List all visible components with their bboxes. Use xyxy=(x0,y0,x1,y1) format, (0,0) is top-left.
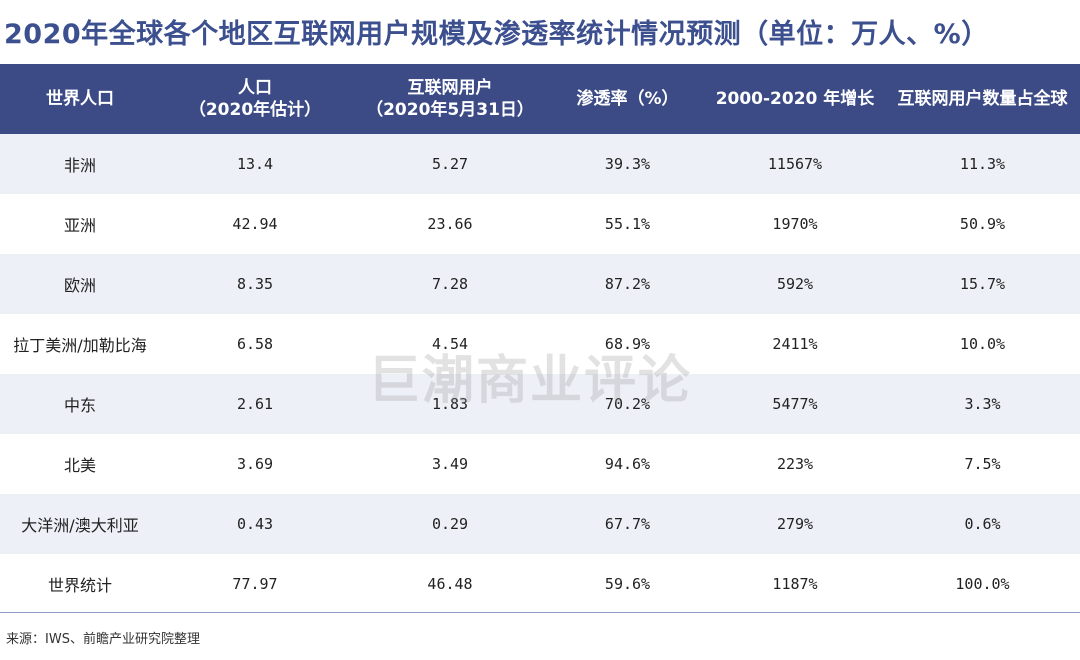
cell-region: 亚洲 xyxy=(63,216,96,235)
cell-population: 0.43 xyxy=(236,515,274,533)
cell-share: 11.3% xyxy=(959,155,1006,173)
table-row: 欧洲 8.35 7.28 87.2% 592% 15.7% xyxy=(0,254,1080,314)
cell-population: 13.4 xyxy=(236,155,274,173)
header-region: 世界人口 xyxy=(0,64,160,134)
cell-users: 5.27 xyxy=(431,155,469,173)
cell-share: 100.0% xyxy=(955,575,1010,593)
cell-region: 中东 xyxy=(63,396,96,415)
footer-divider xyxy=(0,612,1080,613)
page-title: 2020年全球各个地区互联网用户规模及渗透率统计情况预测（单位：万人、%） xyxy=(4,19,989,50)
header-users: 互联网用户 （2020年5月31日） xyxy=(350,64,550,134)
cell-share: 0.6% xyxy=(964,515,1001,533)
header-share: 互联网用户数量占全球 xyxy=(885,64,1080,134)
cell-region: 拉丁美洲/加勒比海 xyxy=(13,336,147,355)
cell-growth: 223% xyxy=(776,455,814,473)
cell-growth: 1970% xyxy=(772,215,818,233)
cell-users: 1.83 xyxy=(431,395,469,413)
cell-region: 非洲 xyxy=(63,156,96,175)
table-row: 亚洲 42.94 23.66 55.1% 1970% 50.9% xyxy=(0,194,1080,254)
table-row: 中东 2.61 1.83 70.2% 5477% 3.3% xyxy=(0,374,1080,434)
cell-penetration: 70.2% xyxy=(604,395,651,413)
cell-growth: 592% xyxy=(776,275,814,293)
table-header-row: 世界人口 人口 （2020年估计） 互联网用户 （2020年5月31日） 渗透率… xyxy=(0,64,1080,134)
cell-penetration: 87.2% xyxy=(604,275,651,293)
cell-users: 7.28 xyxy=(431,275,469,293)
cell-users: 23.66 xyxy=(427,215,473,233)
source-note: 来源：IWS、前瞻产业研究院整理 xyxy=(6,632,200,647)
table-row: 北美 3.69 3.49 94.6% 223% 7.5% xyxy=(0,434,1080,494)
cell-region: 世界统计 xyxy=(47,576,112,595)
cell-growth: 11567% xyxy=(767,155,823,173)
table-row: 拉丁美洲/加勒比海 6.58 4.54 68.9% 2411% 10.0% xyxy=(0,314,1080,374)
header-population-label: 人口 xyxy=(238,78,272,98)
cell-share: 7.5% xyxy=(964,455,1001,473)
header-users-sub: （2020年5月31日） xyxy=(366,100,534,120)
header-penetration: 渗透率（%） xyxy=(550,64,705,134)
cell-growth: 279% xyxy=(776,515,814,533)
header-population-sub: （2020年估计） xyxy=(188,100,322,120)
cell-population: 2.61 xyxy=(236,395,274,413)
header-population: 人口 （2020年估计） xyxy=(160,64,350,134)
header-growth: 2000-2020 年增长 xyxy=(705,64,885,134)
cell-users: 46.48 xyxy=(427,575,473,593)
cell-share: 15.7% xyxy=(959,275,1006,293)
table-row: 非洲 13.4 5.27 39.3% 11567% 11.3% xyxy=(0,134,1080,194)
cell-population: 6.58 xyxy=(236,335,274,353)
cell-region: 欧洲 xyxy=(63,276,96,295)
table-row: 大洋洲/澳大利亚 0.43 0.29 67.7% 279% 0.6% xyxy=(0,494,1080,554)
cell-population: 42.94 xyxy=(232,215,278,233)
cell-population: 3.69 xyxy=(236,455,274,473)
cell-users: 0.29 xyxy=(431,515,469,533)
cell-users: 3.49 xyxy=(431,455,469,473)
table-row: 世界统计 77.97 46.48 59.6% 1187% 100.0% xyxy=(0,554,1080,614)
cell-penetration: 59.6% xyxy=(604,575,651,593)
cell-growth: 2411% xyxy=(772,335,818,353)
cell-growth: 5477% xyxy=(772,395,818,413)
cell-penetration: 55.1% xyxy=(604,215,651,233)
cell-region: 北美 xyxy=(63,456,96,475)
cell-region: 大洋洲/澳大利亚 xyxy=(21,516,139,535)
cell-users: 4.54 xyxy=(431,335,469,353)
cell-population: 77.97 xyxy=(232,575,278,593)
cell-penetration: 68.9% xyxy=(604,335,651,353)
cell-penetration: 39.3% xyxy=(604,155,651,173)
cell-share: 50.9% xyxy=(959,215,1006,233)
header-users-label: 互联网用户 xyxy=(407,78,493,98)
cell-growth: 1187% xyxy=(772,575,818,593)
cell-population: 8.35 xyxy=(236,275,274,293)
cell-penetration: 67.7% xyxy=(604,515,651,533)
data-table: 世界人口 人口 （2020年估计） 互联网用户 （2020年5月31日） 渗透率… xyxy=(0,64,1080,614)
cell-share: 3.3% xyxy=(964,395,1001,413)
cell-penetration: 94.6% xyxy=(604,455,651,473)
cell-share: 10.0% xyxy=(959,335,1006,353)
